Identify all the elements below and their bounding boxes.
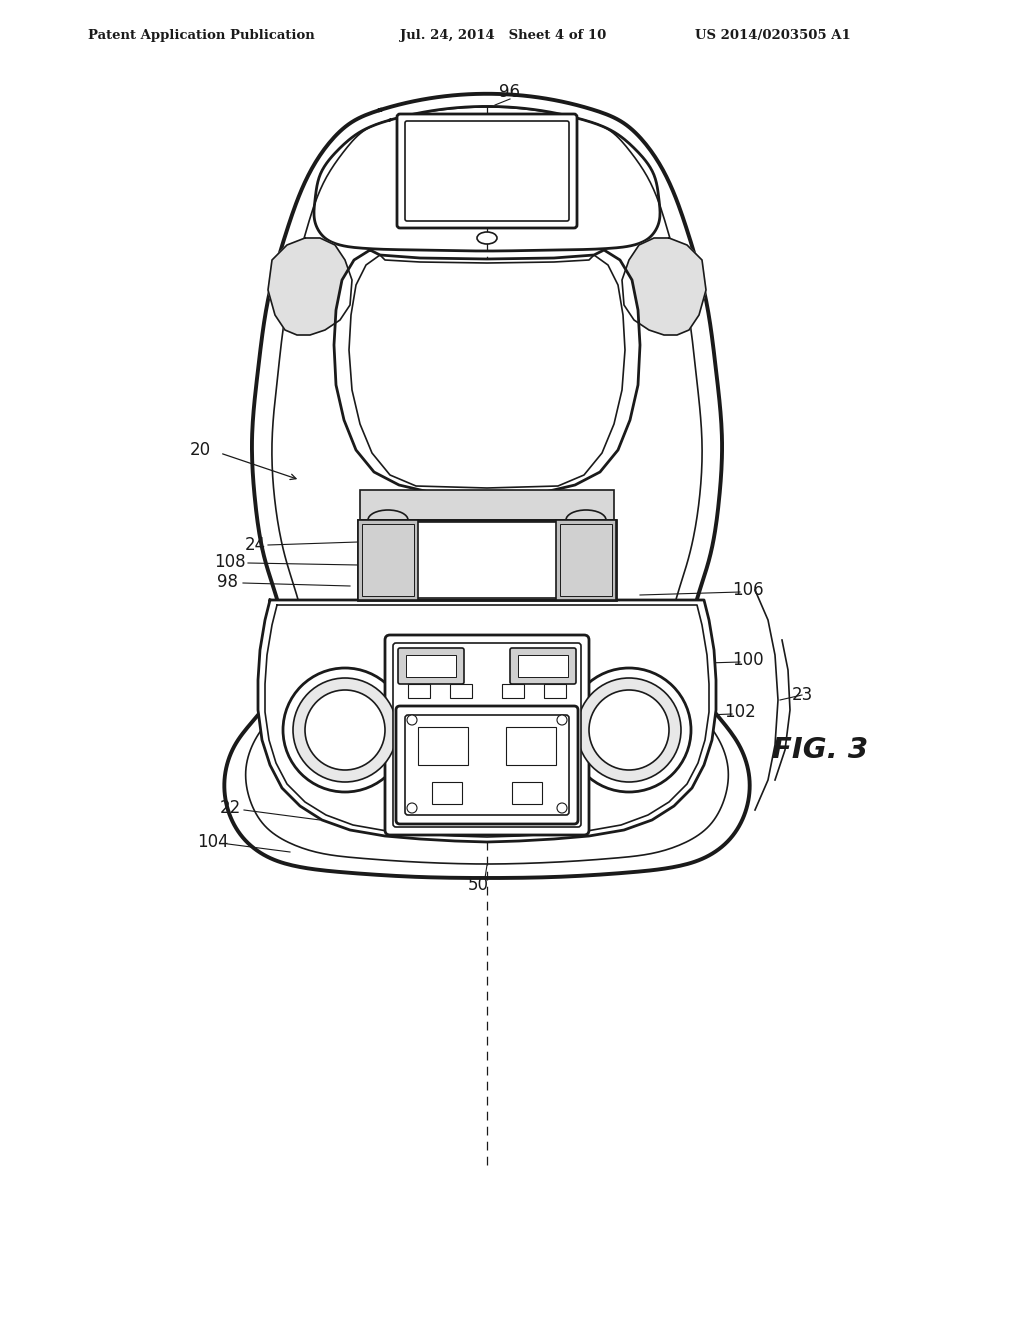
- Text: 20: 20: [189, 441, 211, 459]
- Text: Patent Application Publication: Patent Application Publication: [88, 29, 314, 41]
- Bar: [406, 655, 456, 677]
- Circle shape: [407, 715, 417, 725]
- Circle shape: [407, 803, 417, 813]
- Bar: [358, 520, 616, 601]
- Polygon shape: [622, 238, 706, 335]
- Text: US 2014/0203505 A1: US 2014/0203505 A1: [695, 29, 851, 41]
- Bar: [556, 520, 616, 601]
- Bar: [560, 524, 612, 597]
- FancyBboxPatch shape: [385, 635, 589, 836]
- Text: 108: 108: [214, 553, 246, 572]
- Bar: [502, 684, 524, 698]
- Text: 96: 96: [500, 83, 520, 102]
- Bar: [408, 684, 430, 698]
- FancyBboxPatch shape: [360, 490, 614, 520]
- Text: 24: 24: [245, 536, 265, 554]
- Circle shape: [567, 668, 691, 792]
- Text: Jul. 24, 2014   Sheet 4 of 10: Jul. 24, 2014 Sheet 4 of 10: [400, 29, 606, 41]
- FancyBboxPatch shape: [393, 643, 581, 828]
- Bar: [432, 781, 462, 804]
- Circle shape: [557, 803, 567, 813]
- Ellipse shape: [477, 232, 497, 244]
- FancyBboxPatch shape: [510, 648, 575, 684]
- Text: 50: 50: [468, 876, 488, 894]
- Text: 104: 104: [198, 833, 228, 851]
- Bar: [506, 727, 556, 766]
- Bar: [450, 684, 472, 698]
- FancyBboxPatch shape: [396, 706, 578, 824]
- Text: 23: 23: [792, 686, 813, 704]
- Bar: [362, 524, 414, 597]
- Text: 106: 106: [732, 581, 764, 599]
- Text: FIG. 3: FIG. 3: [772, 737, 868, 764]
- Text: 42: 42: [401, 123, 423, 141]
- Text: 22: 22: [219, 799, 241, 817]
- FancyBboxPatch shape: [406, 121, 569, 220]
- Circle shape: [293, 678, 397, 781]
- Text: 98: 98: [217, 573, 239, 591]
- Bar: [518, 655, 568, 677]
- Circle shape: [577, 678, 681, 781]
- Bar: [358, 520, 418, 601]
- Bar: [512, 781, 542, 804]
- Circle shape: [589, 690, 669, 770]
- FancyBboxPatch shape: [397, 114, 577, 228]
- Polygon shape: [258, 601, 716, 842]
- Bar: [418, 727, 468, 766]
- Circle shape: [305, 690, 385, 770]
- Polygon shape: [224, 94, 750, 878]
- Text: 102: 102: [724, 704, 756, 721]
- Polygon shape: [334, 249, 640, 494]
- Polygon shape: [268, 238, 352, 335]
- Circle shape: [283, 668, 407, 792]
- Bar: [544, 684, 566, 698]
- Bar: [360, 521, 614, 598]
- Text: 100: 100: [732, 651, 764, 669]
- FancyBboxPatch shape: [406, 715, 569, 814]
- FancyBboxPatch shape: [398, 648, 464, 684]
- Circle shape: [557, 715, 567, 725]
